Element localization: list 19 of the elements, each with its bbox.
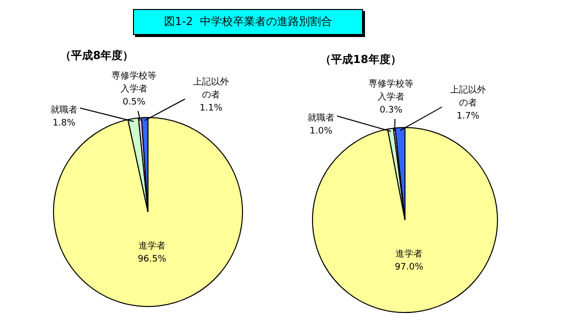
slice-label: 進学者 — [396, 248, 422, 260]
slice-label: 専修学校等入学者 — [112, 70, 156, 94]
slice-label: 就職者 — [50, 104, 78, 116]
data-label: 1.8% — [52, 118, 76, 128]
data-label: 0.5% — [122, 97, 146, 108]
data-label: 0.3% — [380, 105, 403, 116]
slice-label: 専修学校等入学者 — [368, 78, 414, 102]
chart-title: 図1-2 中学校卒業者の進路別割合 — [133, 9, 363, 35]
slice-label: 就職者 — [308, 112, 334, 124]
data-label: 97.0% — [394, 262, 424, 272]
data-label: 1.0% — [310, 126, 333, 136]
chart-subtitle: （平成18年度） — [320, 52, 402, 67]
slice-label: 進学者 — [138, 240, 166, 252]
data-label: 96.5% — [138, 254, 167, 264]
slice-label: 上記以外の者 — [193, 76, 229, 100]
data-label: 1.1% — [200, 103, 223, 114]
slice-label: 上記以外の者 — [450, 84, 486, 108]
chart-subtitle: （平成8年度） — [60, 48, 134, 63]
data-label: 1.7% — [456, 111, 480, 122]
